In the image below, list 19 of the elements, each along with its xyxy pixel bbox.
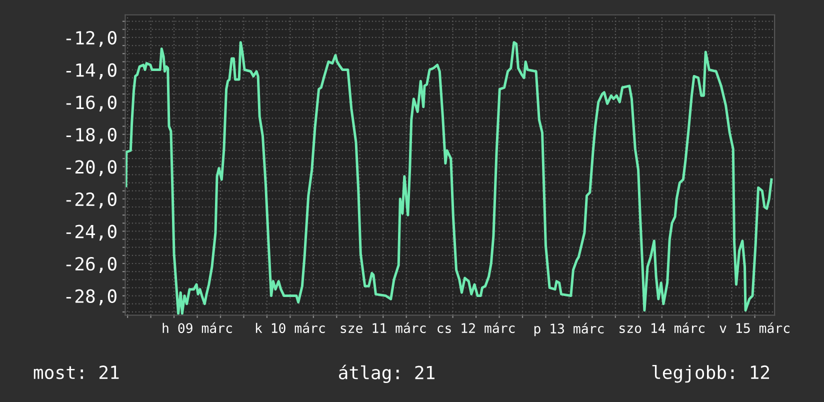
text: átlag: 21: [339, 364, 434, 384]
y-tick-label: -14,0: [66, 63, 116, 80]
x-tick-label: sze 11 márc: [340, 322, 426, 334]
x-tick-label: p 13 márc: [534, 322, 604, 336]
x-tick-label: h 09 márc: [162, 322, 232, 334]
y-tick-label: -16,0: [66, 96, 116, 112]
text: legjobb: 12: [652, 365, 769, 383]
y-tick-label: -18,0: [66, 128, 116, 144]
x-tick-label: k 10 márc: [256, 322, 325, 334]
y-tick-label: -24,0: [66, 224, 116, 241]
x-tick-label: szo 14 márc: [620, 322, 704, 334]
y-tick-label: -28,0: [66, 289, 116, 306]
text: most: 21: [34, 365, 119, 380]
y-tick-label: -20,0: [66, 160, 116, 176]
y-tick-label: -26,0: [66, 257, 116, 273]
y-tick-label: -12,0: [66, 30, 116, 47]
x-tick-label: v 15 márc: [720, 322, 790, 334]
x-tick-label: cs 12 márc: [438, 322, 515, 334]
y-tick-label: -22,0: [66, 192, 116, 208]
